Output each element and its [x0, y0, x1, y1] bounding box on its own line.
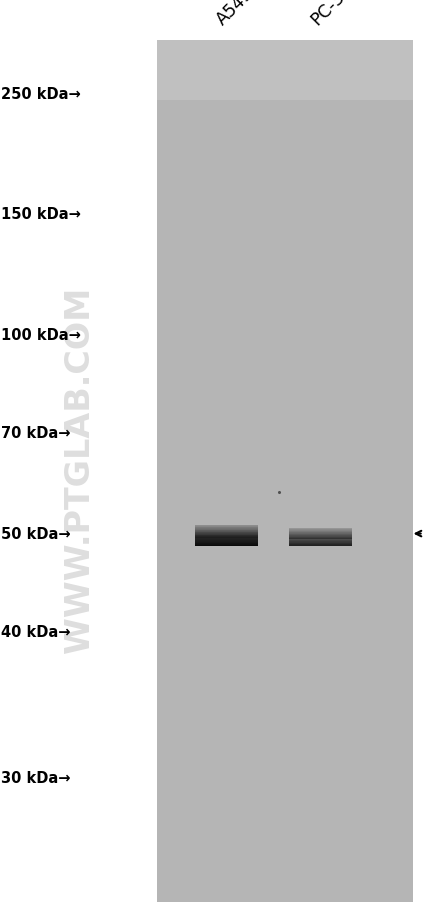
Text: PC-3: PC-3	[307, 0, 349, 29]
Bar	[157, 41, 413, 101]
Text: 40 kDa→: 40 kDa→	[1, 624, 71, 639]
Text: 100 kDa→: 100 kDa→	[1, 328, 81, 343]
Bar	[157, 41, 413, 902]
Text: WWW.PTGLAB.COM: WWW.PTGLAB.COM	[63, 286, 96, 652]
Text: 250 kDa→: 250 kDa→	[1, 87, 80, 102]
Text: 70 kDa→: 70 kDa→	[1, 426, 71, 440]
Text: 50 kDa→: 50 kDa→	[1, 527, 71, 541]
Text: 30 kDa→: 30 kDa→	[1, 770, 71, 785]
Text: A549: A549	[213, 0, 258, 29]
Text: 150 kDa→: 150 kDa→	[1, 207, 81, 222]
